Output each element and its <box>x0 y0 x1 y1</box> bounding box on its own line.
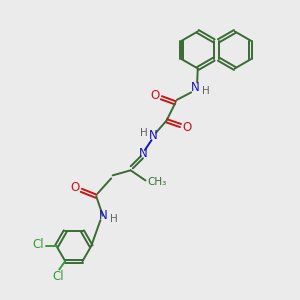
Text: O: O <box>150 89 159 103</box>
Text: Cl: Cl <box>32 238 44 251</box>
Text: N: N <box>139 147 148 160</box>
Text: H: H <box>202 86 210 96</box>
Text: H: H <box>110 214 118 224</box>
Text: O: O <box>70 182 80 194</box>
Text: O: O <box>182 121 192 134</box>
Text: N: N <box>98 209 107 222</box>
Text: H: H <box>140 128 147 138</box>
Text: Cl: Cl <box>52 270 64 283</box>
Text: N: N <box>148 129 158 142</box>
Text: N: N <box>190 81 199 94</box>
Text: CH₃: CH₃ <box>147 177 167 187</box>
